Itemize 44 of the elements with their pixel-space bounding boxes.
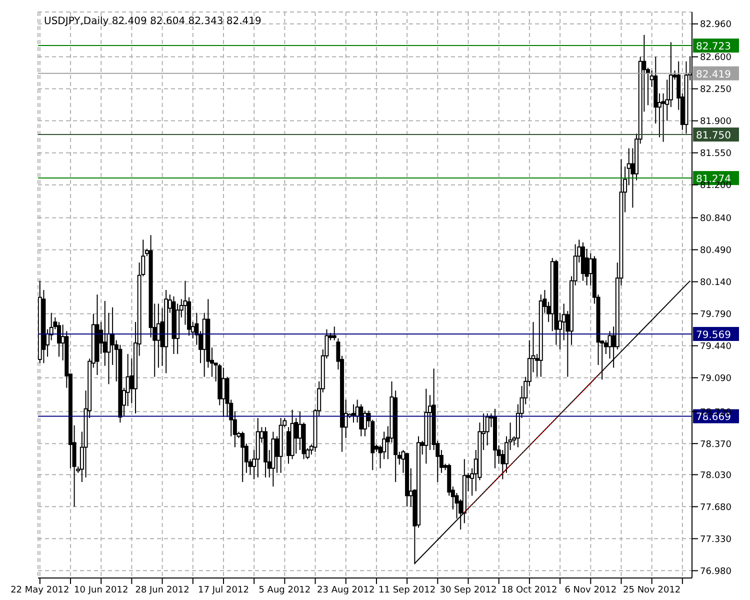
ref-line-label: 81.750 [696,130,731,142]
y-tick-label: 78.370 [700,440,732,450]
y-tick-label: 82.250 [700,85,732,96]
y-tick-label: 77.330 [700,534,732,545]
y-tick-label: 76.980 [700,566,732,577]
ref-line-label: 79.569 [696,330,731,341]
candlestick [362,410,367,437]
candlestick [240,431,245,482]
candlestick [286,426,290,464]
y-tick-label: 80.840 [700,214,732,224]
candlestick [351,404,356,424]
x-tick-label: 23 Aug 2012 [317,585,375,596]
candlestick [57,321,62,358]
y-tick-label: 79.090 [700,374,732,384]
x-tick-label: 25 Nov 2012 [623,585,681,596]
candlestick [359,404,364,437]
y-tick-label: 80.490 [700,246,732,256]
x-tick-label: 18 Oct 2012 [502,585,558,596]
y-tick-label: 77.680 [700,502,732,513]
y-tick-label: 82.960 [700,20,732,30]
x-tick-label: 10 Jun 2012 [74,585,128,596]
x-tick-label: 5 Aug 2012 [258,585,311,596]
x-tick-label: 6 Nov 2012 [564,585,617,596]
y-tick-label: 78.030 [700,470,732,481]
x-tick-label: 30 Sep 2012 [440,585,497,596]
candlestick [485,412,490,446]
y-tick-label: 80.140 [700,278,732,288]
x-tick-label: 22 May 2012 [10,585,70,596]
candlestick [221,367,226,418]
y-tick-label: 79.440 [700,342,732,352]
ref-line-label: 82.419 [696,69,731,80]
y-tick-label: 79.790 [700,310,732,320]
candlestick [608,330,612,360]
x-tick-label: 11 Sep 2012 [378,585,436,596]
x-tick-label: 28 Jun 2012 [135,585,190,596]
x-tick-label: 17 Jul 2012 [198,585,249,596]
candlestick [332,326,336,341]
y-tick-label: 81.900 [700,117,732,128]
y-tick-label: 81.550 [700,149,732,160]
candlestick [661,92,666,142]
candlestick [298,411,302,450]
ref-line-label: 82.723 [696,42,731,53]
chart-title: USDJPY,Daily 82.409 82.604 82.343 82.419 [44,16,262,27]
y-tick-label: 82.600 [700,53,732,63]
